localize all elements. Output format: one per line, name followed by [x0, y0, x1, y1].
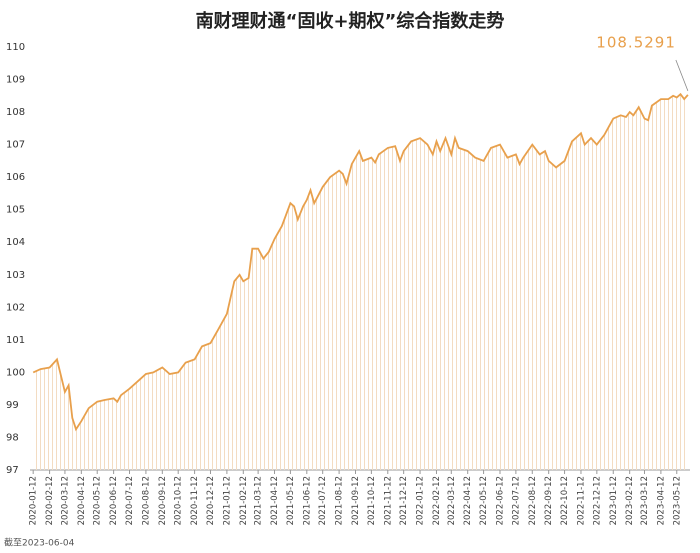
x-tick-label: 2021-09-12 — [351, 476, 361, 525]
x-tick-label: 2023-05-12 — [672, 476, 682, 525]
x-tick-label: 2020-06-12 — [109, 476, 119, 525]
x-tick-label: 2023-04-12 — [656, 476, 666, 525]
x-tick-label: 2021-02-12 — [239, 476, 249, 525]
x-tick-label: 2022-12-12 — [592, 476, 602, 525]
x-tick-label: 2020-09-12 — [158, 476, 168, 525]
x-tick-label: 2020-10-12 — [174, 476, 184, 525]
y-tick-label: 107 — [6, 140, 25, 151]
x-tick-label: 2021-04-12 — [270, 476, 280, 525]
x-tick-label: 2020-07-12 — [125, 476, 135, 525]
x-tick-label: 2020-05-12 — [93, 476, 103, 525]
y-tick-label: 105 — [6, 205, 25, 216]
x-tick-label: 2020-03-12 — [60, 476, 70, 525]
last-value-label: 108.5291 — [596, 34, 676, 52]
y-tick-label: 99 — [6, 400, 19, 411]
x-tick-label: 2020-11-12 — [190, 476, 200, 525]
x-tick-label: 2021-08-12 — [335, 476, 345, 525]
x-tick-label: 2020-04-12 — [77, 476, 87, 525]
area — [33, 94, 688, 470]
x-tick-label: 2022-09-12 — [544, 476, 554, 525]
x-tick-label: 2020-12-12 — [206, 476, 216, 525]
x-tick-label: 2022-04-12 — [463, 476, 473, 525]
x-tick-label: 2023-02-12 — [625, 476, 635, 525]
x-tick-label: 2021-01-12 — [222, 476, 232, 525]
y-tick-label: 109 — [6, 75, 25, 86]
y-tick-label: 106 — [6, 172, 25, 183]
y-tick-label: 100 — [6, 367, 25, 378]
y-tick-label: 110 — [6, 42, 25, 53]
x-tick-label: 2021-07-12 — [318, 476, 328, 525]
x-tick-label: 2021-05-12 — [286, 476, 296, 525]
x-tick-label: 2021-11-12 — [383, 476, 393, 525]
x-tick-label: 2020-08-12 — [141, 476, 151, 525]
x-tick-label: 2021-10-12 — [367, 476, 377, 525]
footnote: 截至2023-06-04 — [4, 537, 75, 549]
y-tick-label: 102 — [6, 302, 25, 313]
x-tick-label: 2020-02-12 — [45, 476, 55, 525]
y-tick-label: 103 — [6, 270, 25, 281]
x-tick-label: 2022-06-12 — [495, 476, 505, 525]
y-tick-label: 101 — [6, 335, 25, 346]
x-tick-label: 2022-08-12 — [528, 476, 538, 525]
x-tick-label: 2021-03-12 — [254, 476, 264, 525]
x-tick-label: 2021-12-12 — [399, 476, 409, 525]
x-tick-label: 2022-05-12 — [479, 476, 489, 525]
line — [32, 92, 689, 432]
x-tick-label: 2020-01-12 — [29, 476, 39, 525]
chart-title: 南财理财通“固收+期权”综合指数走势 — [196, 10, 505, 32]
leader-line — [675, 59, 689, 92]
y-tick-label: 98 — [6, 432, 19, 443]
x-tick-label: 2022-03-12 — [447, 476, 457, 525]
y-tick-label: 108 — [6, 107, 25, 118]
x-tick-label: 2022-11-12 — [576, 476, 586, 525]
y-tick-label: 104 — [6, 237, 25, 248]
x-tick-label: 2022-02-12 — [432, 476, 442, 525]
x-tick-label: 2022-07-12 — [511, 476, 521, 525]
x-tick-label: 2022-01-12 — [416, 476, 426, 525]
x-tick-label: 2023-03-12 — [640, 476, 650, 525]
x-tick-label: 2021-06-12 — [302, 476, 312, 525]
y-tick-label: 97 — [6, 465, 19, 476]
x-tick-label: 2023-01-12 — [609, 476, 619, 525]
x-tick-label: 2022-10-12 — [560, 476, 570, 525]
